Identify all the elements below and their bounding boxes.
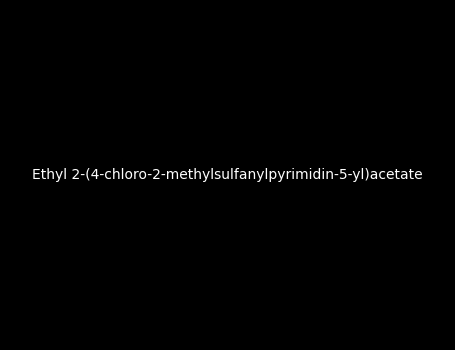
Text: Ethyl 2-(4-chloro-2-methylsulfanylpyrimidin-5-yl)acetate: Ethyl 2-(4-chloro-2-methylsulfanylpyrimi… (32, 168, 423, 182)
